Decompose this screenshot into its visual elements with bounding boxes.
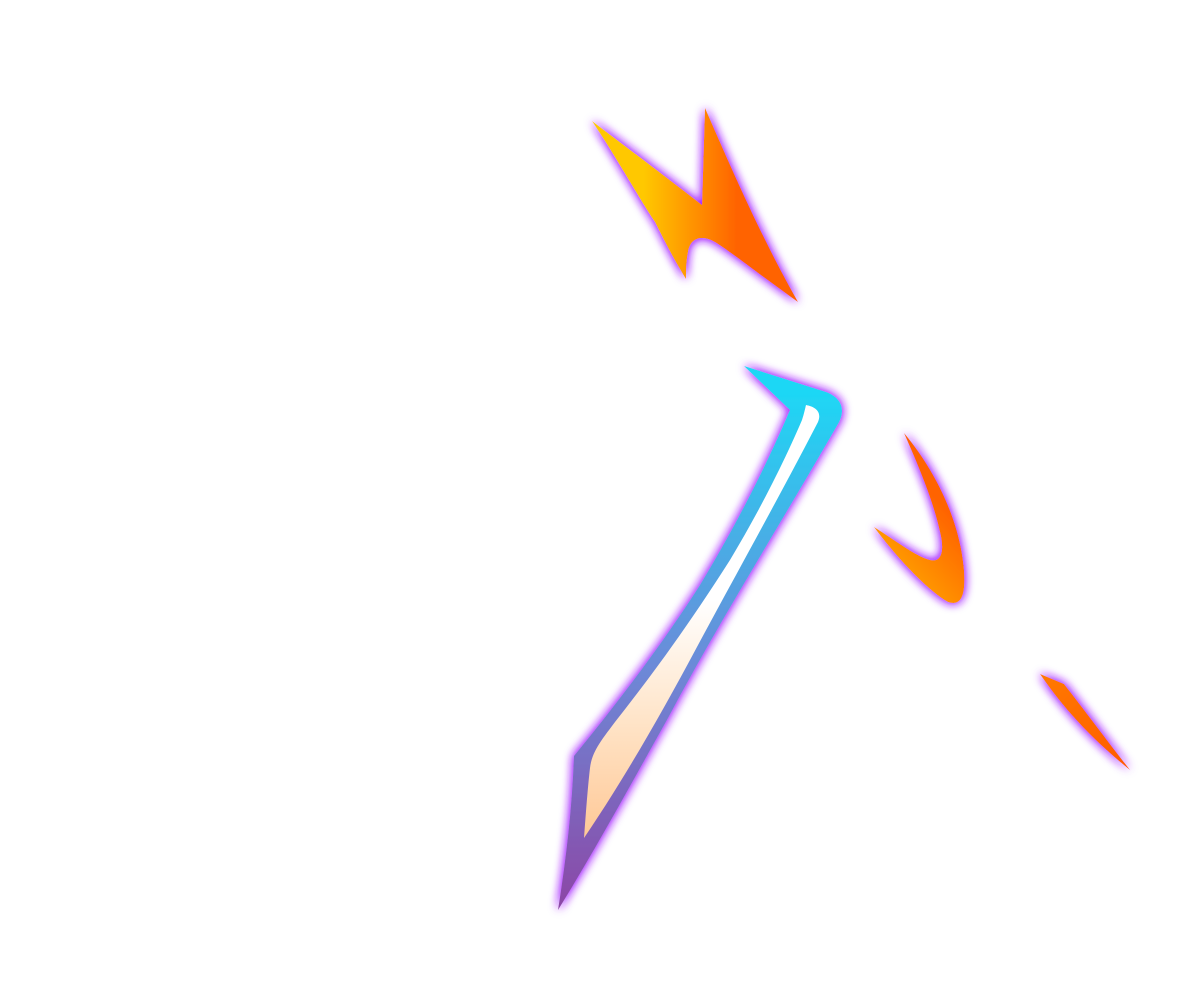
streak-flame-icon — [1040, 674, 1130, 770]
blade-stroke-icon — [558, 366, 842, 910]
zigzag-flame-icon — [592, 108, 798, 302]
hook-flame-icon — [874, 433, 965, 603]
